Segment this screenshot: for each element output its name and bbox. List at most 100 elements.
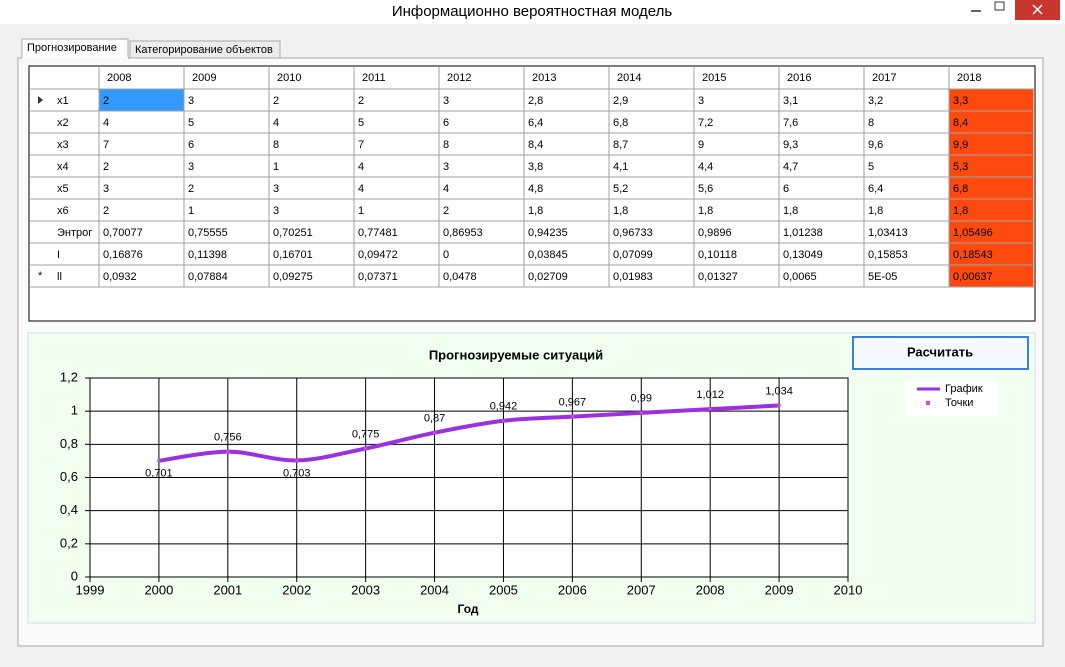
cell: 9,6 [868, 139, 883, 151]
cell: 3,2 [868, 95, 883, 107]
x-tick-label: 2009 [765, 582, 794, 597]
cell: 5,2 [613, 183, 628, 195]
cell: 0,94235 [528, 227, 568, 239]
cell: 9,9 [953, 139, 968, 151]
x-tick-label: 2000 [144, 582, 173, 597]
row-marker: * [38, 270, 43, 282]
cell: 0,70251 [273, 227, 313, 239]
cell: 1,03413 [868, 227, 908, 239]
cell-highlight [949, 155, 1034, 177]
tab[interactable] [129, 40, 281, 59]
cell: 2 [358, 95, 364, 107]
cell: 6,4 [528, 117, 543, 129]
cell: 6,8 [953, 183, 968, 195]
series-point [570, 415, 574, 419]
column-header: 2014 [617, 72, 641, 84]
data-label: 0,942 [490, 401, 518, 413]
cell: 2,9 [613, 95, 628, 107]
tab-join [22, 57, 128, 60]
row-header: x6 [57, 205, 69, 217]
column-header: 2018 [957, 72, 981, 84]
cell: 1,01238 [783, 227, 823, 239]
column-header: 2016 [787, 72, 811, 84]
cell: 0,75555 [188, 227, 228, 239]
cell: 3,8 [528, 161, 543, 173]
cell: 2 [103, 95, 109, 107]
data-label: 1,034 [765, 385, 793, 397]
data-label: 0,701 [145, 468, 173, 480]
x-axis-title: Год [458, 602, 479, 616]
data-grid [28, 65, 1036, 322]
cell: 4 [103, 117, 109, 129]
cell-highlight [949, 199, 1034, 221]
cell: 8,7 [613, 139, 628, 151]
button-label: Расчитать [907, 344, 973, 359]
cell: 0,00637 [953, 271, 993, 283]
y-tick-label: 1 [71, 403, 78, 418]
cell: 4,7 [783, 161, 798, 173]
series-point [433, 431, 437, 435]
window-title: Информационно вероятностная модель [392, 3, 673, 20]
x-tick-label: 2003 [351, 582, 380, 597]
cell: 3 [103, 183, 109, 195]
legend-label: График [945, 383, 983, 395]
cell: 5E-05 [868, 271, 897, 283]
cell-highlight [949, 111, 1034, 133]
row-header: x2 [57, 117, 69, 129]
column-header: 2008 [107, 72, 131, 84]
cell: 1,8 [953, 205, 968, 217]
cell: 0,01983 [613, 271, 653, 283]
cell: 1,8 [613, 205, 628, 217]
calculate-button[interactable] [852, 336, 1029, 370]
x-tick-label: 2010 [834, 582, 863, 597]
cell: 0,86953 [443, 227, 483, 239]
data-label: 1,012 [696, 389, 724, 401]
column-header: 2009 [192, 72, 216, 84]
cell: 6 [188, 139, 194, 151]
cell-highlight [949, 265, 1034, 287]
y-tick-label: 0,6 [60, 469, 78, 484]
cell: 0,09472 [358, 249, 398, 261]
cell: 4,8 [528, 183, 543, 195]
series-point [501, 419, 505, 423]
close-icon [1032, 4, 1043, 15]
cell: 3 [443, 161, 449, 173]
y-tick-label: 0,2 [60, 535, 78, 550]
cell: 0 [443, 249, 449, 261]
cell: 0,16876 [103, 249, 143, 261]
cell: 0,10118 [698, 249, 737, 261]
cell: 4 [358, 161, 364, 173]
series-point [639, 411, 643, 415]
cell: 3 [273, 183, 279, 195]
cell: 3 [273, 205, 279, 217]
cell: 2 [103, 205, 109, 217]
cell: 1,8 [868, 205, 883, 217]
cell-highlight [99, 89, 184, 111]
cell: 5 [188, 117, 194, 129]
row-header: x5 [57, 183, 69, 195]
series-line [158, 403, 780, 463]
series-point [226, 450, 230, 454]
maximize-button[interactable] [994, 1, 1005, 11]
row-header: x1 [57, 95, 69, 107]
row-header: I [57, 249, 60, 261]
cell: 0,15853 [868, 249, 908, 261]
cell: 7,6 [783, 117, 798, 129]
cell: 6,4 [868, 183, 883, 195]
cell: 3 [188, 161, 194, 173]
cell: 0,0065 [783, 271, 817, 283]
cell: 4 [358, 183, 364, 195]
cell: 9,3 [783, 139, 798, 151]
column-header: 2013 [532, 72, 556, 84]
x-tick-label: 2008 [696, 582, 725, 597]
cell: 0,9896 [698, 227, 732, 239]
cell-highlight [949, 177, 1034, 199]
column-header: 2015 [702, 72, 726, 84]
tab-label: Прогнозирование [27, 42, 117, 54]
cell: 5,3 [953, 161, 968, 173]
cell: 0,11398 [188, 249, 227, 261]
series-point [295, 458, 299, 462]
cell: 0,96733 [613, 227, 653, 239]
cell: 0,18543 [953, 249, 993, 261]
